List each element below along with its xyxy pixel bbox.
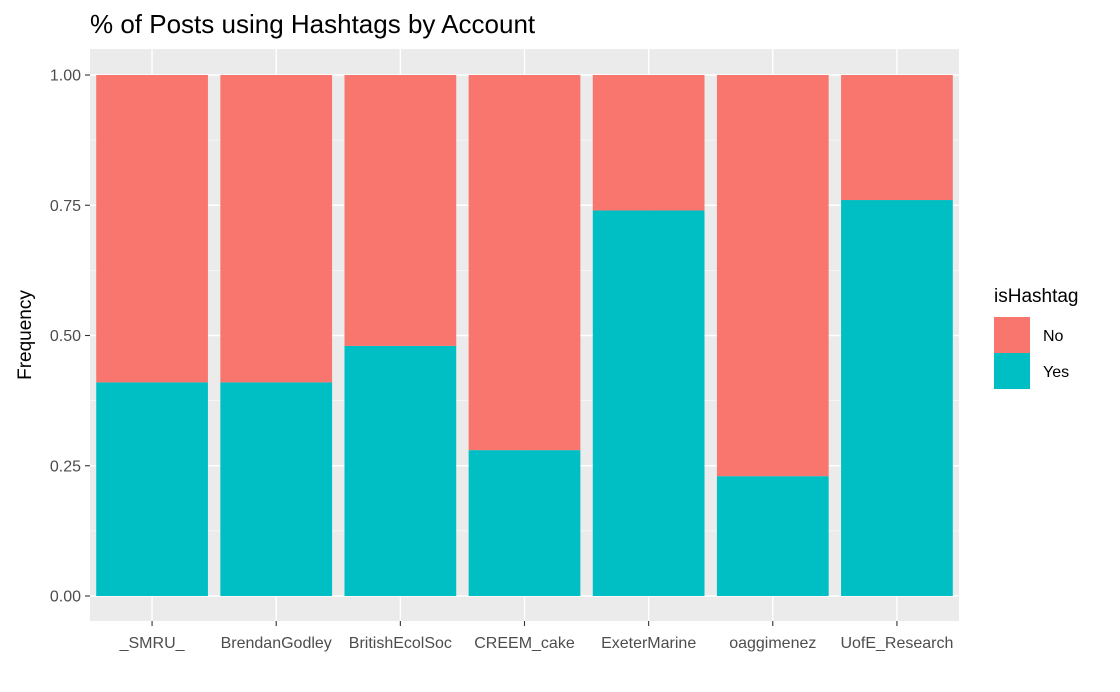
x-tick-label: ExeterMarine (601, 635, 696, 652)
legend-title: isHashtag (994, 286, 1079, 307)
y-tick-label: 0.50 (50, 328, 81, 345)
bar-segment (220, 382, 333, 596)
legend-key (994, 317, 1030, 353)
bar-segment (96, 382, 208, 596)
bar-segment (96, 75, 208, 383)
bar-segment (841, 75, 953, 201)
bars (96, 75, 953, 597)
legend-key (994, 353, 1030, 389)
x-tick-label: _SMRU_ (119, 635, 186, 652)
x-tick-label: BrendanGodley (221, 635, 332, 652)
bar-segment (344, 75, 457, 346)
y-tick-label: 0.25 (50, 458, 81, 475)
bar-segment (220, 75, 333, 383)
bar-segment (716, 75, 829, 477)
y-axis-title: Frequency (15, 290, 36, 380)
bar-segment (344, 345, 457, 596)
bar-segment (716, 476, 829, 596)
y-tick-label: 0.00 (50, 589, 81, 606)
y-axis: 0.00 0.25 0.50 0.75 1.00 (50, 68, 90, 606)
bar-segment (468, 450, 581, 596)
y-tick-label: 1.00 (50, 68, 81, 85)
x-axis: _SMRU_ BrendanGodley BritishEcolSoc CREEM_c… (119, 621, 953, 652)
y-tick-label: 0.75 (50, 198, 81, 215)
bar-segment (841, 200, 953, 597)
x-tick-label: BritishEcolSoc (349, 635, 452, 652)
bar-segment (592, 210, 705, 596)
x-tick-label: oaggimenez (729, 635, 816, 652)
bar-segment (592, 75, 705, 211)
bar-segment (468, 75, 581, 451)
x-tick-label: CREEM_cake (474, 635, 575, 652)
legend: isHashtag No Yes (994, 286, 1079, 389)
x-tick-label: UofE_Research (840, 635, 953, 652)
legend-label: No (1043, 328, 1064, 345)
legend-label: Yes (1043, 364, 1069, 381)
chart-title: % of Posts using Hashtags by Account (90, 9, 536, 39)
